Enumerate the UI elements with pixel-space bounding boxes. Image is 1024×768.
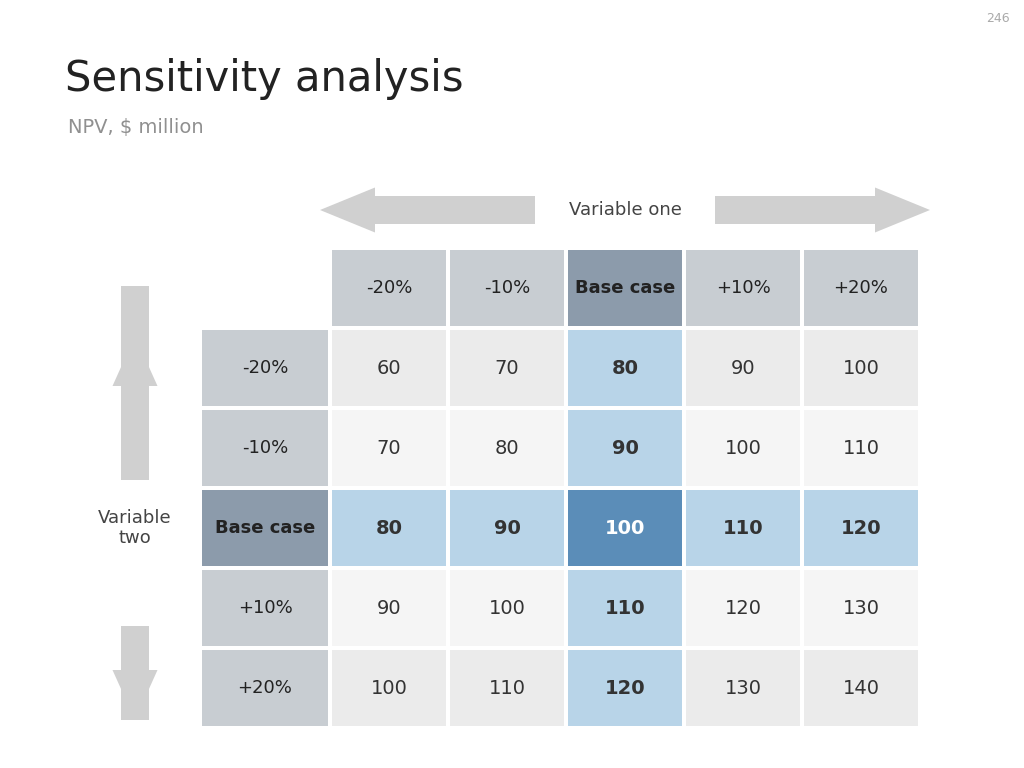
Bar	[332, 410, 446, 486]
Text: 90: 90	[494, 518, 520, 538]
Text: 140: 140	[843, 678, 880, 697]
Polygon shape	[113, 670, 158, 720]
Bar	[686, 410, 800, 486]
Text: 110: 110	[723, 518, 763, 538]
Bar	[568, 330, 682, 406]
Text: -20%: -20%	[366, 279, 413, 297]
Text: Variable one: Variable one	[568, 201, 681, 219]
Text: 70: 70	[377, 439, 401, 458]
Text: 120: 120	[725, 598, 762, 617]
Bar	[121, 626, 150, 720]
Text: 100: 100	[371, 678, 408, 697]
Text: -10%: -10%	[242, 439, 288, 457]
Bar	[332, 490, 446, 566]
Text: 80: 80	[376, 518, 402, 538]
Bar	[450, 570, 564, 646]
Text: 246: 246	[986, 12, 1010, 25]
Bar	[568, 650, 682, 726]
Bar	[332, 650, 446, 726]
Bar	[121, 286, 150, 480]
Text: 60: 60	[377, 359, 401, 378]
Text: Sensitivity analysis: Sensitivity analysis	[65, 58, 464, 100]
Bar	[568, 410, 682, 486]
Text: 100: 100	[725, 439, 762, 458]
Polygon shape	[113, 336, 158, 386]
Text: -20%: -20%	[242, 359, 288, 377]
Text: Variable
two: Variable two	[98, 508, 172, 548]
Text: 70: 70	[495, 359, 519, 378]
Bar	[686, 490, 800, 566]
Text: 100: 100	[843, 359, 880, 378]
Text: 100: 100	[605, 518, 645, 538]
Bar	[332, 570, 446, 646]
Text: 110: 110	[488, 678, 525, 697]
Text: 120: 120	[841, 518, 882, 538]
Text: 90: 90	[611, 439, 638, 458]
Bar	[450, 410, 564, 486]
Bar	[332, 250, 446, 326]
Bar	[202, 410, 328, 486]
Text: 130: 130	[725, 678, 762, 697]
Text: Base case: Base case	[215, 519, 315, 537]
Text: 80: 80	[611, 359, 639, 378]
Text: NPV, $ million: NPV, $ million	[68, 118, 204, 137]
Bar	[686, 330, 800, 406]
Text: +20%: +20%	[834, 279, 889, 297]
Bar	[202, 570, 328, 646]
Bar	[804, 410, 918, 486]
Bar	[686, 650, 800, 726]
Text: 100: 100	[488, 598, 525, 617]
Text: 90: 90	[377, 598, 401, 617]
Bar	[686, 250, 800, 326]
Bar	[804, 490, 918, 566]
Bar	[804, 570, 918, 646]
Bar	[202, 330, 328, 406]
Text: 110: 110	[605, 598, 645, 617]
Bar	[450, 650, 564, 726]
Bar	[332, 330, 446, 406]
Text: Base case: Base case	[574, 279, 675, 297]
Polygon shape	[319, 187, 375, 233]
Bar	[450, 250, 564, 326]
Bar	[568, 490, 682, 566]
Bar	[804, 250, 918, 326]
Text: 110: 110	[843, 439, 880, 458]
Bar	[804, 330, 918, 406]
Bar	[450, 330, 564, 406]
Text: 130: 130	[843, 598, 880, 617]
Bar	[686, 570, 800, 646]
Bar	[715, 196, 874, 224]
Text: +10%: +10%	[238, 599, 293, 617]
Bar	[804, 650, 918, 726]
Text: 120: 120	[605, 678, 645, 697]
Bar	[450, 490, 564, 566]
Text: 90: 90	[731, 359, 756, 378]
Polygon shape	[874, 187, 930, 233]
Bar	[202, 490, 328, 566]
Bar	[568, 570, 682, 646]
Bar	[568, 250, 682, 326]
Text: -10%: -10%	[484, 279, 530, 297]
Text: +20%: +20%	[238, 679, 293, 697]
Bar	[202, 650, 328, 726]
Text: 80: 80	[495, 439, 519, 458]
Text: +10%: +10%	[716, 279, 770, 297]
Bar	[375, 196, 535, 224]
